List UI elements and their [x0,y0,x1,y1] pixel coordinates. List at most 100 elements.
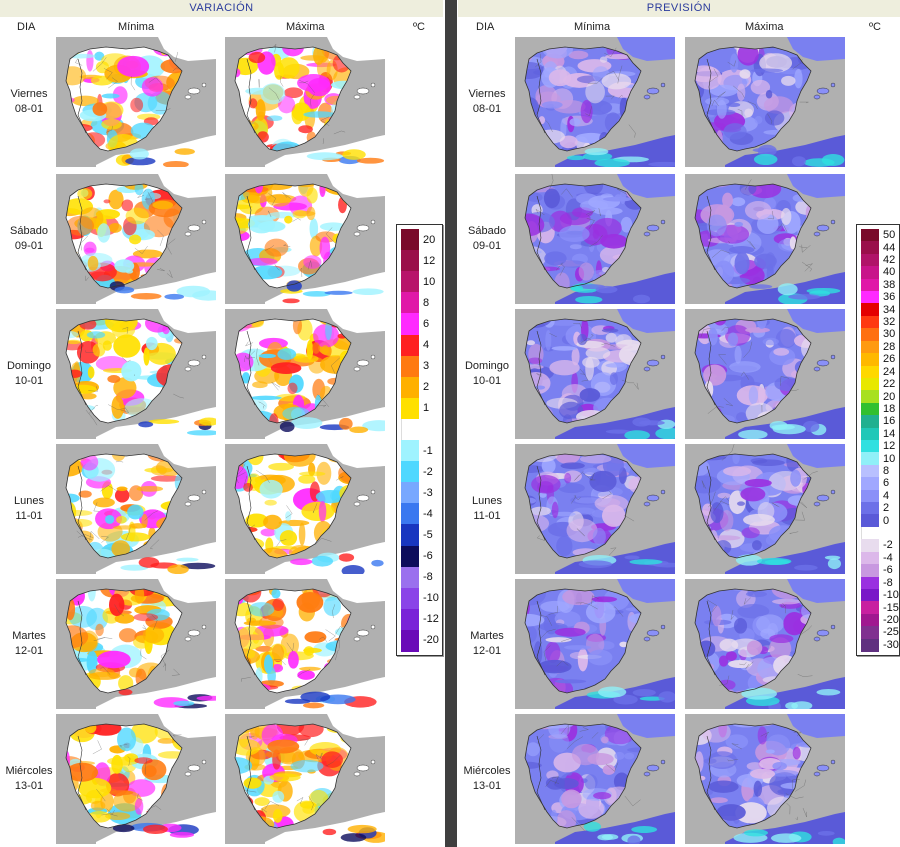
forecast-max-map [685,174,845,304]
legend-label: 28 [883,340,896,353]
variation-day-label: Martes 12-01 [0,629,58,659]
forecast-header-day: DIA [476,21,495,33]
legend-label: 10 [423,275,436,288]
legend-label: -30 [883,638,899,651]
legend-swatch [861,489,879,503]
legend-swatch [861,253,879,267]
forecast-legend: 50 44 42 40 38 36 34 32 30 28 26 24 22 20 18 16 14 12 10 8 6… [856,224,900,656]
legend-label: -3 [423,486,433,499]
legend-swatch [861,464,879,478]
variation-max-map [225,579,385,709]
forecast-min-map [515,714,675,844]
variation-min-map [56,444,216,574]
legend-entry: 12 [397,250,442,273]
day-name: Viernes [10,88,48,100]
variation-min-map [56,309,216,439]
legend-label: -10 [423,592,439,605]
forecast-max-map [685,579,845,709]
legend-entry: -2 [397,461,442,484]
legend-swatch [861,278,879,292]
day-name: Sábado [10,225,48,237]
legend-entry: -2 [857,539,899,553]
legend-entry: 38 [857,278,899,292]
legend-entry: -8 [857,576,899,590]
forecast-min-map [515,37,675,167]
variation-min-map [56,579,216,709]
legend-label: 6 [423,317,430,330]
forecast-min-map [515,309,675,439]
forecast-header-min: Mínima [574,21,611,33]
legend-swatch [861,377,879,391]
day-date: 08-01 [14,103,44,115]
forecast-day-label: Martes 12-01 [458,629,516,659]
forecast-max-map [685,37,845,167]
legend-label: 30 [883,328,896,341]
legend-swatch [401,376,419,399]
legend-swatch [861,402,879,416]
forecast-max-map [685,714,845,844]
legend-entry: 16 [857,415,899,429]
day-date: 09-01 [14,240,44,252]
legend-label: 6 [883,477,890,490]
legend-label: 12 [423,254,436,267]
day-name: Miércoles [463,765,511,777]
legend-swatch [401,524,419,547]
legend-swatch [401,482,419,505]
legend-label: 38 [883,278,896,291]
legend-entry: 42 [857,253,899,267]
legend-swatch [401,313,419,336]
legend-swatch [861,588,879,602]
legend-entry [397,418,442,441]
legend-entry: 20 [397,229,442,251]
legend-swatch [401,334,419,357]
forecast-header-max: Máxima [745,21,784,33]
legend-swatch [401,461,419,484]
legend-entry: -6 [857,564,899,578]
variation-max-map [225,174,385,304]
legend-entry: -12 [397,608,442,631]
variation-day-label: Domingo 10-01 [0,359,58,389]
legend-label: 2 [423,381,430,394]
forecast-day-label: Lunes 11-01 [458,494,516,524]
legend-swatch [861,291,879,305]
day-date: 11-01 [15,510,43,522]
legend-label: -4 [423,507,433,520]
legend-swatch [401,545,419,568]
forecast-header-unit: ºC [869,21,881,33]
legend-swatch [861,315,879,329]
legend-entry: 22 [857,377,899,391]
legend-swatch [861,427,879,441]
variation-panel: VARIACIÓN DIA Mínima Máxima ºC Viernes 08… [0,0,443,847]
legend-label: -5 [423,528,433,541]
variation-title: VARIACIÓN [0,0,443,17]
day-date: 13-01 [472,780,502,792]
legend-entry: 40 [857,266,899,280]
legend-entry: 8 [857,464,899,478]
legend-label: 18 [883,402,896,415]
legend-entry: -1 [397,440,442,462]
legend-label: -25 [883,626,899,639]
day-name: Martes [470,630,504,642]
legend-label: -8 [423,571,433,584]
legend-label: -6 [883,564,893,577]
legend-label: -20 [423,634,439,647]
legend-swatch [401,229,419,251]
forecast-min-map [515,579,675,709]
legend-entry: 26 [857,353,899,367]
legend-swatch [401,608,419,631]
variation-min-map [56,174,216,304]
legend-swatch [401,397,419,420]
variation-day-label: Sábado 09-01 [0,224,58,254]
legend-entry: -15 [857,601,899,615]
forecast-title: PREVISIÓN [458,0,900,17]
legend-entry: 44 [857,241,899,255]
variation-day-label: Viernes 08-01 [0,87,58,117]
day-date: 09-01 [472,240,502,252]
legend-entry: -30 [857,638,899,652]
legend-label: 4 [423,339,430,352]
day-name: Domingo [6,360,52,372]
legend-swatch [861,638,879,652]
legend-label: -10 [883,589,899,602]
legend-swatch [861,626,879,640]
legend-swatch [861,353,879,367]
